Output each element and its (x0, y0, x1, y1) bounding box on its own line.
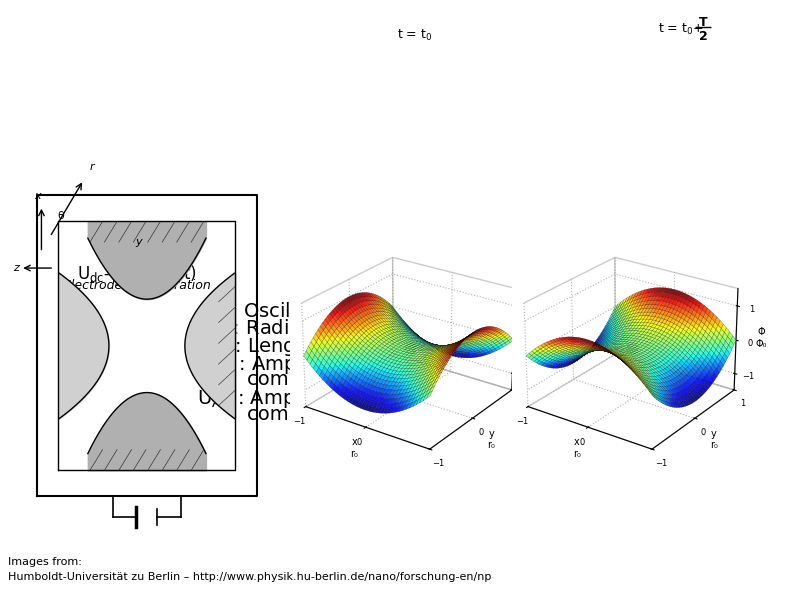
Text: T: T (699, 16, 707, 29)
Text: z: z (13, 263, 19, 273)
Text: r: r (90, 162, 94, 172)
Text: Images from:: Images from: (8, 557, 82, 567)
X-axis label: x
r₀: x r₀ (572, 437, 580, 459)
Text: $\Omega$   : Oscillation Frequency: $\Omega$ : Oscillation Frequency (197, 300, 455, 323)
Text: Electrode Configuration: Electrode Configuration (64, 279, 211, 292)
Text: x: x (34, 190, 40, 201)
Text: t = t$_0$+: t = t$_0$+ (658, 22, 703, 37)
Text: y: y (135, 237, 142, 248)
Text: 2: 2 (699, 30, 707, 43)
Text: z$_\mathrm{o}$   : Length of the trap: z$_\mathrm{o}$ : Length of the trap (197, 335, 426, 358)
X-axis label: x
r₀: x r₀ (350, 437, 358, 459)
Text: Humboldt-Universität zu Berlin – http://www.physik.hu-berlin.de/nano/forschung-e: Humboldt-Universität zu Berlin – http://… (8, 572, 491, 582)
Text: r$_\mathrm{o}$   : Radius of the trap: r$_\mathrm{o}$ : Radius of the trap (197, 318, 422, 340)
Y-axis label: y
r₀: y r₀ (488, 428, 495, 450)
Text: U$_\mathrm{DC}$ : Amplitude of DC: U$_\mathrm{DC}$ : Amplitude of DC (197, 352, 412, 375)
Text: component: component (197, 370, 357, 389)
Text: U$_\mathrm{AC}$ : Amplitude of AC: U$_\mathrm{AC}$ : Amplitude of AC (197, 387, 409, 411)
Text: t = t$_0$: t = t$_0$ (397, 28, 433, 43)
Text: component: component (197, 405, 357, 424)
Y-axis label: y
r₀: y r₀ (710, 428, 718, 450)
Text: θ: θ (57, 211, 64, 221)
Text: Shape of the potential at some tₒ and half a
period later: Shape of the potential at some tₒ and ha… (362, 272, 638, 300)
Text: U$_{\mathrm{dc}}$-U$_{\mathrm{ac}}$cos($\Omega$t): U$_{\mathrm{dc}}$-U$_{\mathrm{ac}}$cos($… (77, 263, 197, 284)
